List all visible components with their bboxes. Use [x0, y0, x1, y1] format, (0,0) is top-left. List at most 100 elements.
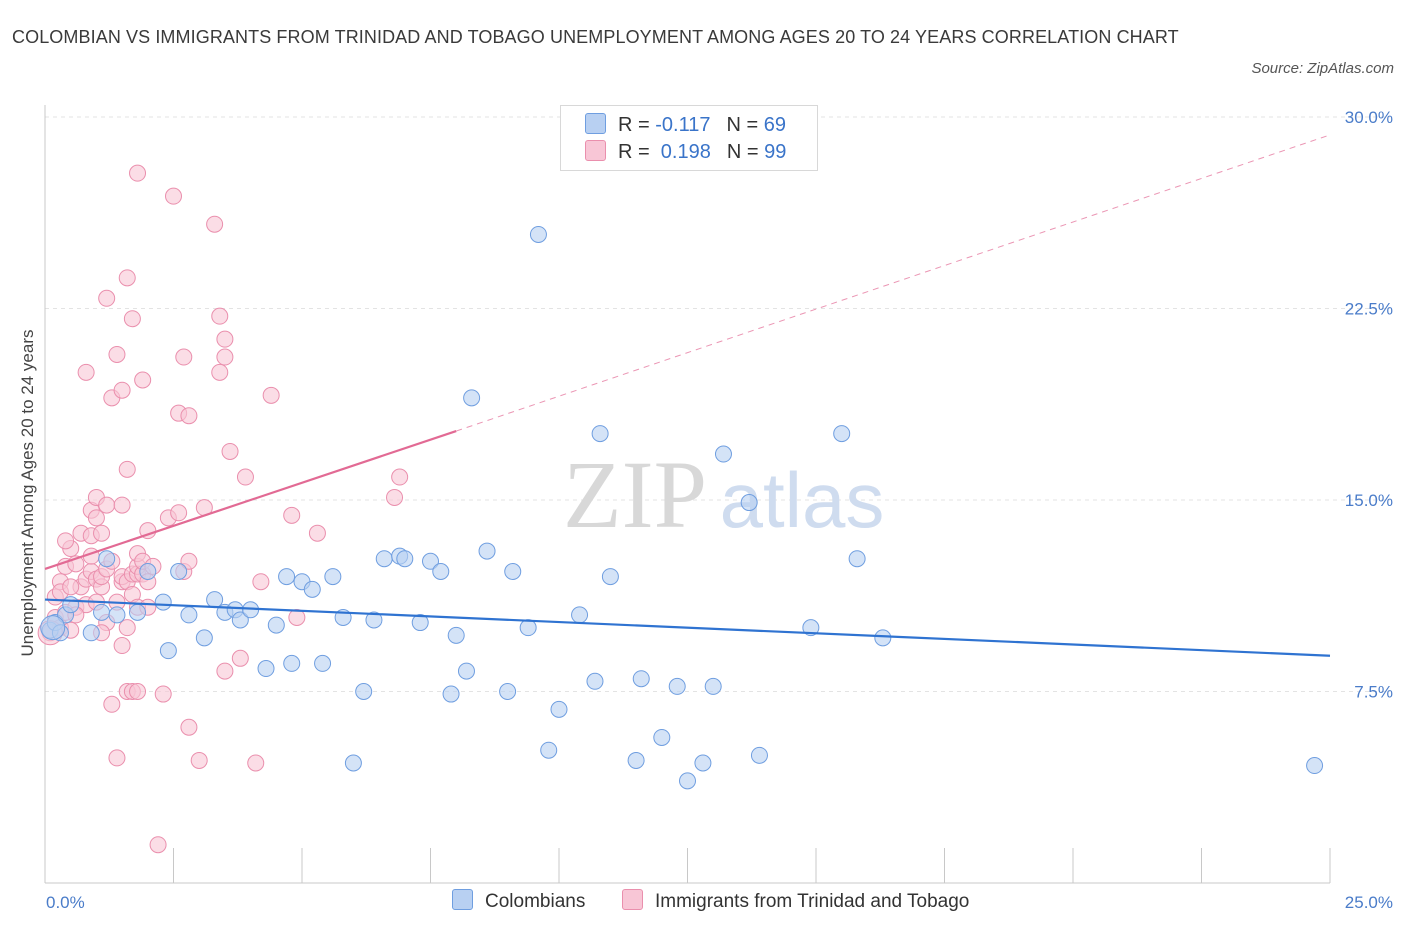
- data-point-colombians: [93, 603, 111, 621]
- data-point-trinidad: [170, 504, 188, 522]
- data-point-trinidad: [118, 269, 136, 287]
- legend-swatch-pink: [622, 889, 643, 910]
- data-point-colombians: [231, 611, 249, 629]
- y-tick-label: 7.5%: [1354, 683, 1393, 702]
- data-point-colombians: [257, 660, 275, 678]
- data-point-colombians: [679, 772, 696, 790]
- data-point-trinidad: [247, 754, 265, 772]
- data-point-colombians: [355, 683, 373, 700]
- data-point-colombians: [432, 562, 450, 580]
- legend-n-value: 69: [763, 114, 786, 136]
- data-point-colombians: [283, 654, 301, 672]
- data-point-colombians: [714, 445, 732, 463]
- data-point-trinidad: [77, 363, 95, 381]
- data-point-colombians: [396, 550, 414, 568]
- data-point-colombians: [571, 606, 589, 624]
- trend-line-colombians: [44, 598, 1331, 657]
- data-point-colombians: [586, 672, 604, 690]
- data-point-colombians: [519, 619, 537, 637]
- legend-r-label: R =: [618, 114, 656, 136]
- legend-row-colombians: R = -0.117 N = 69: [585, 113, 786, 137]
- data-point-trinidad: [180, 718, 198, 736]
- data-point-trinidad: [93, 524, 111, 542]
- data-point-colombians: [447, 626, 465, 644]
- data-point-trinidad: [175, 348, 193, 366]
- trend-line-trinidad: [44, 430, 457, 570]
- data-point-colombians: [668, 677, 686, 695]
- data-point-trinidad: [134, 371, 152, 389]
- data-point-colombians: [550, 700, 568, 718]
- data-point-colombians: [478, 542, 496, 560]
- data-point-colombians: [267, 616, 285, 634]
- data-point-colombians: [62, 596, 80, 614]
- y-tick-label: 15.0%: [1345, 491, 1393, 510]
- data-point-colombians: [750, 746, 768, 764]
- data-point-trinidad: [87, 509, 105, 527]
- data-point-colombians: [874, 629, 892, 647]
- data-point-trinidad: [386, 488, 404, 506]
- data-point-colombians: [108, 606, 126, 624]
- legend-n-label: N =: [726, 141, 765, 163]
- data-point-trinidad: [103, 695, 121, 713]
- data-point-trinidad: [211, 307, 229, 325]
- data-point-trinidad: [98, 496, 116, 514]
- data-point-colombians: [422, 552, 439, 570]
- data-point-trinidad: [391, 468, 409, 486]
- data-point-colombians: [411, 614, 429, 632]
- data-point-colombians: [365, 611, 383, 629]
- data-point-trinidad: [57, 532, 75, 550]
- data-point-trinidad: [98, 289, 116, 307]
- data-point-trinidad: [206, 215, 224, 233]
- data-point-trinidad: [113, 496, 131, 514]
- data-point-colombians: [457, 662, 475, 680]
- data-point-colombians: [632, 670, 650, 688]
- data-point-trinidad: [216, 330, 234, 348]
- legend-r-value: -0.117: [655, 114, 711, 136]
- legend-label-colombians: Colombians: [485, 891, 586, 912]
- data-point-trinidad: [118, 460, 136, 478]
- legend-item-trinidad: Immigrants from Trinidad and Tobago: [622, 889, 969, 915]
- legend-swatch-blue: [585, 113, 606, 134]
- data-point-trinidad: [262, 386, 280, 404]
- data-point-trinidad: [190, 751, 208, 769]
- data-point-colombians: [442, 685, 460, 703]
- data-point-colombians: [601, 568, 619, 586]
- legend-n-label: N =: [726, 114, 764, 136]
- trend-lines: [44, 134, 1331, 657]
- data-point-colombians: [802, 619, 820, 637]
- data-point-colombians: [98, 550, 116, 568]
- data-point-trinidad: [216, 662, 234, 680]
- data-point-colombians: [694, 754, 712, 772]
- data-point-trinidad: [288, 608, 306, 626]
- data-point-trinidad: [154, 685, 172, 703]
- data-point-trinidad: [149, 836, 167, 854]
- data-point-colombians: [740, 494, 758, 512]
- data-point-trinidad: [283, 506, 301, 524]
- data-point-colombians: [324, 568, 342, 586]
- correlation-legend: R = -0.117 N = 69 R = 0.198 N = 99: [560, 105, 818, 171]
- legend-row-trinidad: R = 0.198 N = 99: [585, 140, 786, 164]
- data-point-trinidad: [236, 468, 254, 486]
- data-point-colombians: [129, 603, 147, 621]
- x-tick-label: 0.0%: [46, 893, 85, 912]
- data-point-colombians: [833, 425, 851, 443]
- data-point-colombians: [180, 606, 198, 624]
- data-point-colombians: [344, 754, 362, 772]
- data-point-colombians: [278, 568, 296, 586]
- data-point-colombians: [159, 642, 177, 660]
- data-point-trinidad: [216, 348, 234, 366]
- tick-labels: 7.5% 15.0% 22.5% 30.0% 0.0% 25.0%: [46, 108, 1393, 912]
- data-point-colombians: [375, 550, 393, 568]
- data-point-colombians: [591, 425, 609, 443]
- data-point-trinidad: [231, 649, 249, 667]
- data-point-colombians: [154, 593, 172, 611]
- data-point-trinidad: [165, 187, 182, 205]
- data-point-colombians: [499, 683, 517, 700]
- data-point-trinidad: [308, 524, 326, 542]
- x-tick-label: 25.0%: [1345, 893, 1393, 912]
- data-point-colombians: [170, 562, 188, 580]
- data-point-trinidad: [108, 345, 126, 363]
- data-point-colombians: [504, 562, 522, 580]
- data-point-colombians: [1306, 757, 1324, 775]
